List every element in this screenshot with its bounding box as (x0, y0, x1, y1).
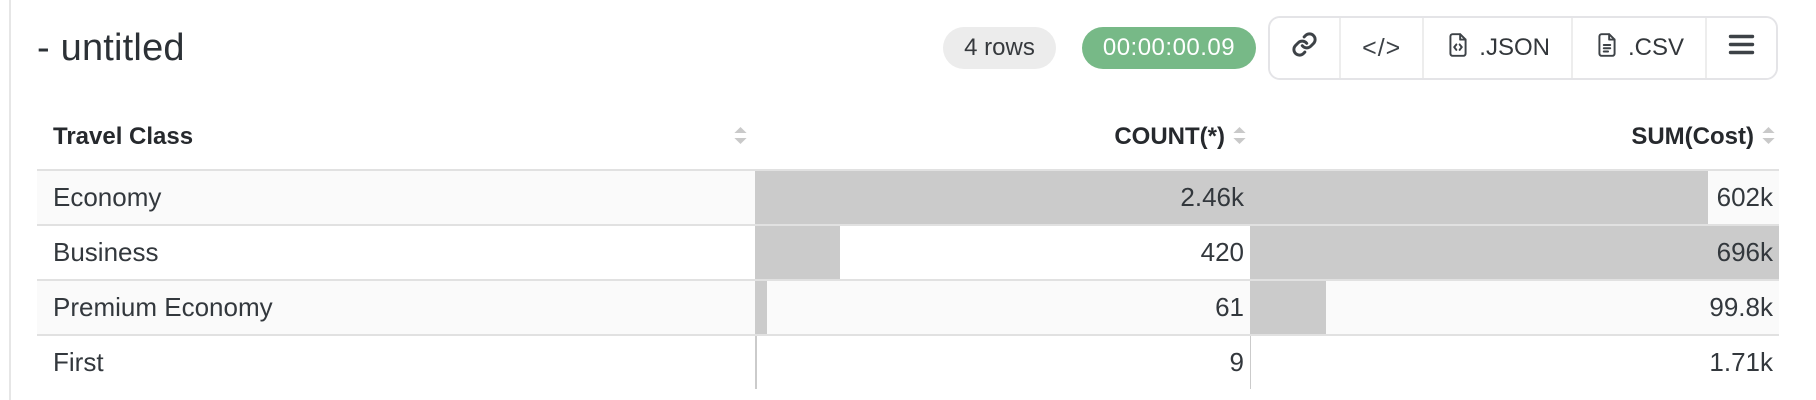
sort-icon (734, 123, 747, 151)
sum-value: 1.71k (1709, 347, 1773, 377)
count-cell: 2.46k (755, 171, 1250, 224)
pane-border (9, 0, 11, 400)
travel-class-cell: Economy (37, 171, 755, 224)
count-cell: 420 (755, 226, 1250, 279)
travel-class-value: Business (53, 237, 159, 267)
count-data-bar (755, 281, 768, 334)
count-data-bar (755, 336, 757, 389)
sum-value: 696k (1716, 237, 1773, 267)
sum-data-bar (1250, 281, 1326, 334)
travel-class-value: Premium Economy (53, 292, 273, 322)
page-title: - untitled (37, 26, 185, 69)
table-body: Economy 2.46k 602k Business 420 696k Pre… (37, 169, 1779, 389)
header-actions: 4 rows 00:00:00.09 </> (943, 16, 1778, 80)
table-row: First 9 1.71k (37, 334, 1779, 389)
show-sql-button[interactable]: </> (1339, 18, 1423, 78)
sum-cell: 696k (1250, 226, 1779, 279)
column-label: COUNT(*) (1114, 123, 1225, 150)
sum-data-bar (1250, 336, 1252, 389)
count-data-bar (755, 171, 1250, 224)
elapsed-time-badge: 00:00:00.09 (1081, 27, 1257, 69)
sum-data-bar (1250, 226, 1779, 279)
export-csv-button[interactable]: .CSV (1570, 18, 1705, 78)
travel-class-cell: Business (37, 226, 755, 279)
file-code-icon (1445, 31, 1471, 66)
link-icon (1291, 31, 1318, 65)
column-header-count[interactable]: COUNT(*) (755, 123, 1250, 151)
header-bar: - untitled 4 rows 00:00:00.09 </> (37, 14, 1778, 82)
count-cell: 9 (755, 336, 1250, 389)
travel-class-value: First (53, 347, 104, 377)
file-text-icon (1594, 31, 1620, 66)
count-value: 420 (1200, 237, 1244, 267)
sum-cell: 1.71k (1250, 336, 1779, 389)
table-header-row: Travel Class COUNT(*) SUM(Cost) (37, 105, 1779, 169)
sum-cell: 99.8k (1250, 281, 1779, 334)
export-json-label: .JSON (1479, 34, 1550, 61)
table-row: Premium Economy 61 99.8k (37, 279, 1779, 334)
column-header-sum-cost[interactable]: SUM(Cost) (1250, 123, 1779, 151)
row-count-badge: 4 rows (943, 27, 1056, 69)
sort-icon (1762, 123, 1775, 151)
code-icon: </> (1362, 33, 1402, 62)
column-label: Travel Class (53, 123, 194, 150)
table-row: Economy 2.46k 602k (37, 169, 1779, 224)
count-cell: 61 (755, 281, 1250, 334)
count-value: 2.46k (1180, 182, 1244, 212)
column-label: SUM(Cost) (1631, 123, 1754, 150)
share-link-button[interactable] (1270, 18, 1340, 78)
sum-value: 602k (1716, 182, 1773, 212)
count-value: 9 (1229, 347, 1244, 377)
travel-class-value: Economy (53, 182, 162, 212)
export-json-button[interactable]: .JSON (1422, 18, 1571, 78)
column-header-travel-class[interactable]: Travel Class (37, 123, 755, 151)
sum-value: 99.8k (1709, 292, 1773, 322)
sum-data-bar (1250, 171, 1708, 224)
sort-icon (1233, 123, 1246, 151)
hamburger-icon (1728, 33, 1755, 63)
result-table: Travel Class COUNT(*) SUM(Cost) Econom (37, 105, 1779, 389)
table-row: Business 420 696k (37, 224, 1779, 279)
count-value: 61 (1215, 292, 1244, 322)
export-csv-label: .CSV (1627, 34, 1684, 61)
export-button-group: </> .JSON (1268, 16, 1778, 80)
menu-button[interactable] (1705, 18, 1776, 78)
count-data-bar (755, 226, 840, 279)
travel-class-cell: First (37, 336, 755, 389)
travel-class-cell: Premium Economy (37, 281, 755, 334)
sum-cell: 602k (1250, 171, 1779, 224)
